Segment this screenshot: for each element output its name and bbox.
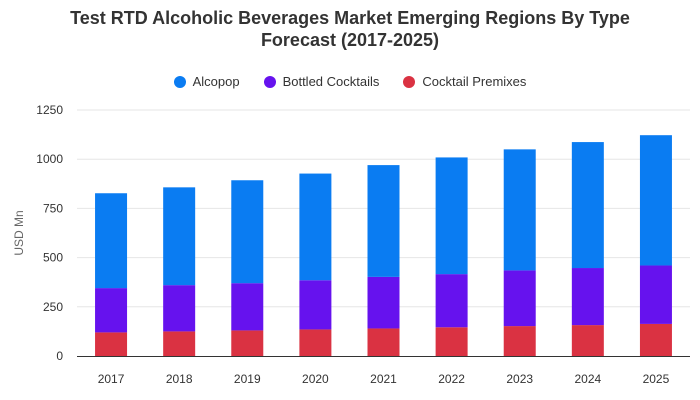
legend-swatch-alcopop [173,75,186,88]
y-tick-label-0: 0 [56,349,63,363]
legend-swatch-cocktail-premixes [403,75,416,88]
bars-layer [95,135,672,356]
chart-title-line2: Forecast (2017-2025) [260,30,440,50]
y-tick-label-500: 500 [43,251,63,265]
bar-cocktail-premixes-2020[interactable] [299,329,332,356]
y-tick-label-250: 250 [43,300,63,314]
bar-bottled-cocktails-2024[interactable] [571,268,604,326]
bar-cocktail-premixes-2022[interactable] [435,327,468,356]
bar-bottled-cocktails-2018[interactable] [163,285,196,332]
x-tick-label-2022: 2022 [438,372,465,386]
bar-bottled-cocktails-2023[interactable] [503,270,536,327]
x-tick-label-2025: 2025 [643,372,670,386]
x-tick-label-2017: 2017 [98,372,125,386]
bar-bottled-cocktails-2020[interactable] [299,280,332,330]
bar-bottled-cocktails-2025[interactable] [639,265,672,324]
legend-item-cocktail-premixes[interactable]: Cocktail Premixes [403,74,526,89]
y-tick-label-1250: 1250 [36,103,63,117]
chart-legend: Alcopop Bottled Cocktails Cocktail Premi… [0,74,700,89]
bar-alcopop-2017[interactable] [95,193,128,289]
bar-cocktail-premixes-2025[interactable] [639,323,672,356]
x-tick-label-2019: 2019 [234,372,261,386]
bar-alcopop-2020[interactable] [299,173,332,281]
bar-alcopop-2018[interactable] [163,187,196,286]
legend-swatch-bottled-cocktails [263,75,276,88]
y-tick-label-1000: 1000 [36,152,63,166]
chart-title: Test RTD Alcoholic Beverages Market Emer… [0,7,700,51]
x-tick-label-2018: 2018 [166,372,193,386]
x-tick-label-2024: 2024 [574,372,601,386]
legend-item-bottled-cocktails[interactable]: Bottled Cocktails [263,74,380,89]
x-tick-label-2023: 2023 [506,372,533,386]
legend-label-cocktail-premixes: Cocktail Premixes [422,74,527,89]
legend-item-alcopop[interactable]: Alcopop [173,74,240,89]
bar-alcopop-2024[interactable] [571,142,604,269]
bar-cocktail-premixes-2018[interactable] [163,331,196,356]
legend-label-bottled-cocktails: Bottled Cocktails [282,74,380,89]
legend-label-alcopop: Alcopop [192,74,240,89]
bar-cocktail-premixes-2023[interactable] [503,326,536,356]
bar-cocktail-premixes-2024[interactable] [571,325,604,356]
axis-layer: 0 250 500 750 1000 1250 2017 2018 2019 2020 2021 20… [36,103,690,386]
x-tick-label-2021: 2021 [370,372,397,386]
bar-cocktail-premixes-2021[interactable] [367,328,400,356]
bar-alcopop-2025[interactable] [639,135,672,266]
bar-alcopop-2022[interactable] [435,157,468,275]
bar-alcopop-2019[interactable] [231,180,264,284]
y-axis-title: USD Mn [12,210,26,255]
bar-alcopop-2021[interactable] [367,165,400,277]
bar-cocktail-premixes-2019[interactable] [231,330,264,356]
bar-bottled-cocktails-2022[interactable] [435,274,468,328]
bar-alcopop-2023[interactable] [503,149,536,271]
y-tick-label-750: 750 [43,201,63,215]
bar-bottled-cocktails-2019[interactable] [231,283,264,331]
x-tick-label-2020: 2020 [302,372,329,386]
bar-bottled-cocktails-2021[interactable] [367,276,400,329]
bar-cocktail-premixes-2017[interactable] [95,332,128,356]
bar-bottled-cocktails-2017[interactable] [95,288,128,333]
chart-title-line1: Test RTD Alcoholic Beverages Market Emer… [70,8,630,28]
